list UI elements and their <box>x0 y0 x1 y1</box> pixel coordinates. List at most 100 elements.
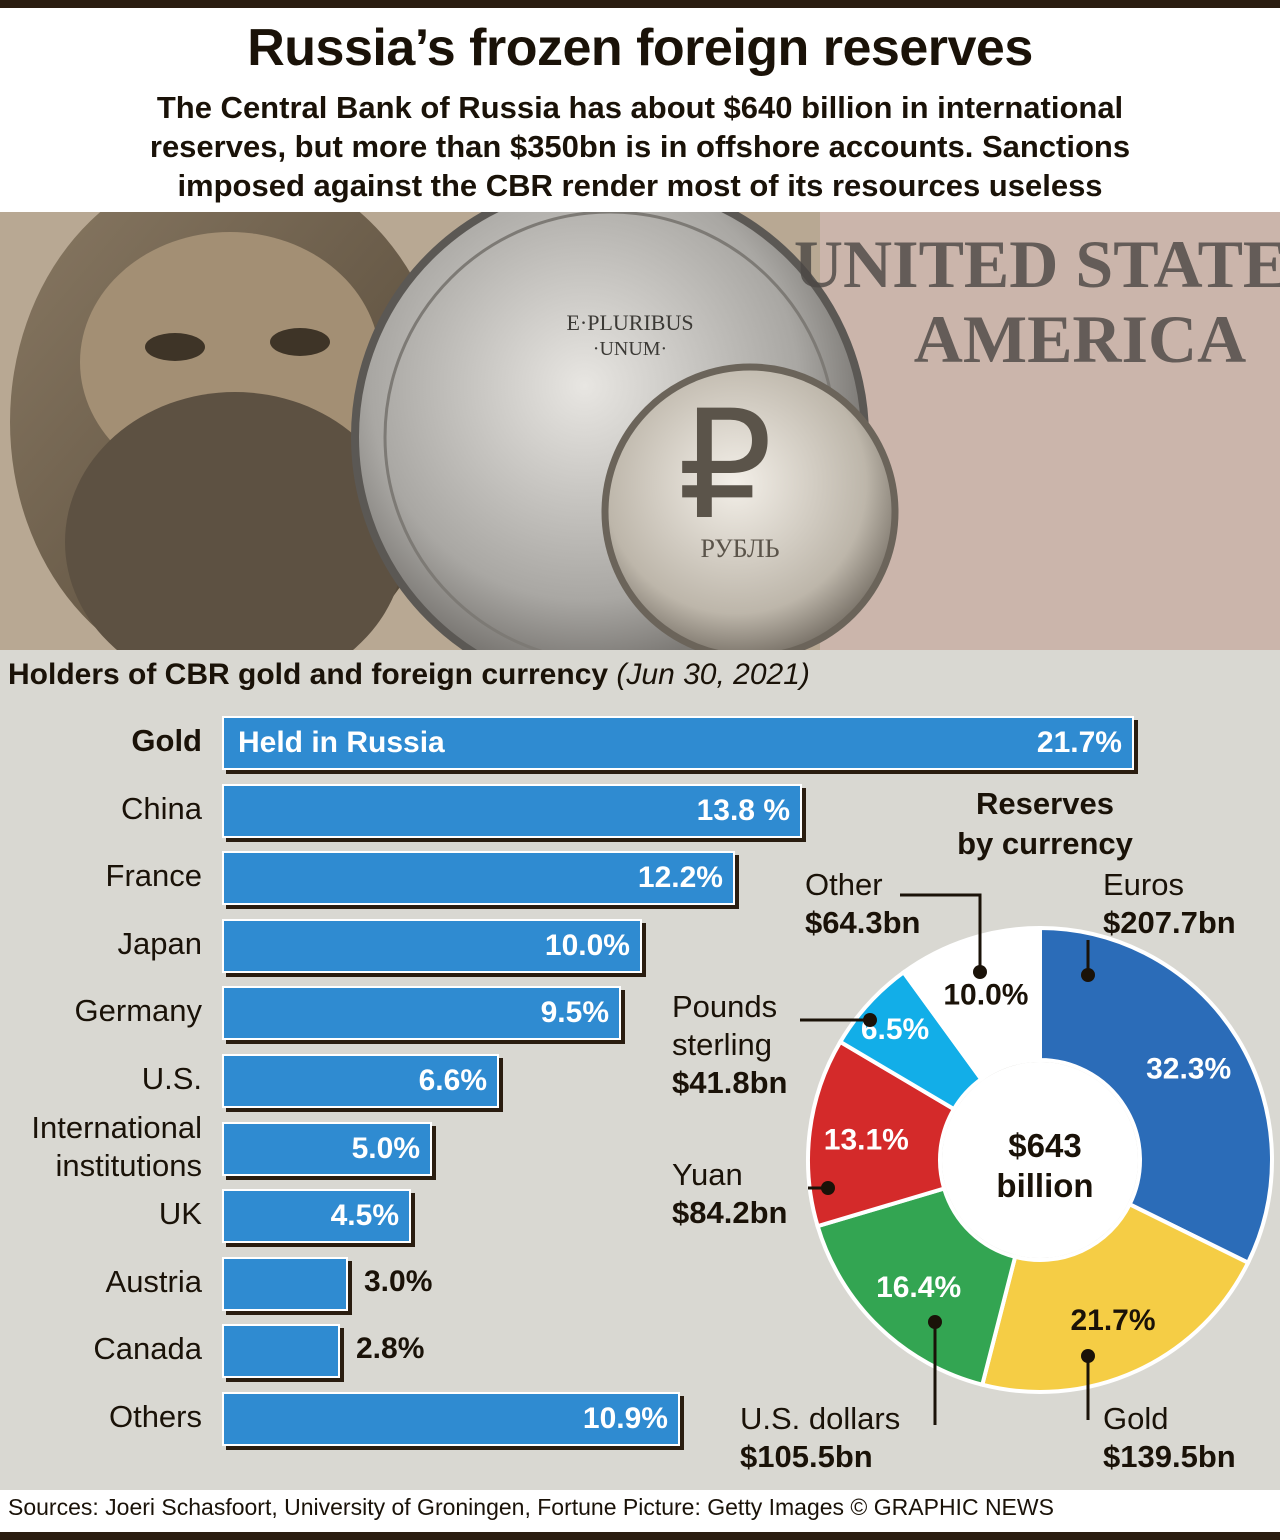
bar-international-institutions: 5.0% <box>222 1122 432 1176</box>
annotation-gold: Gold $139.5bn <box>1103 1400 1236 1476</box>
donut-center-total: $643 billion <box>965 1126 1125 1206</box>
donut-slice-gold <box>979 1201 1251 1394</box>
bar-austria <box>222 1257 348 1311</box>
annotation-gold-label: Gold <box>1103 1401 1169 1436</box>
bar-label-austria: Austria <box>105 1264 202 1299</box>
ruble-sign-icon: ₽ <box>677 384 772 550</box>
banknote-text-2: AMERICA <box>914 301 1246 377</box>
bar-germany: 9.5% <box>222 986 621 1040</box>
donut-pct-other: 10.0% <box>943 979 1028 1012</box>
annotation-pounds: Pounds sterling $41.8bn <box>672 988 787 1102</box>
annotation-euros-amount: $207.7bn <box>1103 905 1236 940</box>
annotation-pounds-label-2: sterling <box>672 1027 772 1062</box>
donut-pct-u-s-dollars: 16.4% <box>876 1271 961 1304</box>
bar-value-germany: 9.5% <box>540 996 609 1029</box>
bar-value-canada: 2.8% <box>356 1332 425 1365</box>
bar-label-u-s: U.S. <box>141 1061 202 1096</box>
leader-dot-usd <box>928 1315 942 1329</box>
annotation-yuan-amount: $84.2bn <box>672 1195 788 1230</box>
bar-label-uk: UK <box>158 1196 202 1231</box>
annotation-euros: Euros $207.7bn <box>1103 866 1236 942</box>
footer-credits: Sources: Joeri Schasfoort, University of… <box>8 1494 1054 1520</box>
bar-others: 10.9% <box>222 1392 680 1446</box>
bar-label-japan: Japan <box>117 926 202 961</box>
subtitle-line-3: imposed against the CBR render most of i… <box>177 168 1103 203</box>
leader-dot-euros <box>1081 968 1095 982</box>
annotation-pounds-amount: $41.8bn <box>672 1065 788 1100</box>
bar-chart-title-text: Holders of CBR gold and foreign currency <box>8 658 609 691</box>
bar-value-uk: 4.5% <box>330 1199 399 1232</box>
portrait-illustration <box>10 212 450 650</box>
banknote-text-1: UNITED STATES <box>794 226 1280 302</box>
currency-photo-illustration: E·PLURIBUS ·UNUM· ₽ РУБЛЬ UNITED STATES … <box>0 212 1280 650</box>
donut-title-line-1: Reserves <box>976 786 1114 821</box>
annotation-other: Other $64.3bn <box>805 866 920 942</box>
footer <box>0 1490 1280 1540</box>
bar-japan: 10.0% <box>222 919 642 973</box>
currency-photo: E·PLURIBUS ·UNUM· ₽ РУБЛЬ UNITED STATES … <box>0 212 1280 650</box>
bar-value-international-institutions: 5.0% <box>351 1132 420 1165</box>
annotation-gold-amount: $139.5bn <box>1103 1439 1236 1474</box>
annotation-other-label: Other <box>805 867 883 902</box>
leader-dot-other <box>973 965 987 979</box>
annotation-euros-label: Euros <box>1103 867 1184 902</box>
leader-dot-yuan <box>821 1181 835 1195</box>
donut-slice-euros <box>1038 925 1274 1266</box>
annotation-usd: U.S. dollars $105.5bn <box>740 1400 900 1476</box>
coin-motto-top: E·PLURIBUS <box>566 310 693 335</box>
bar-chart-title: Holders of CBR gold and foreign currency… <box>8 658 810 692</box>
bar-gold: Held in Russia 21.7% <box>222 716 1134 770</box>
subtitle-line-1: The Central Bank of Russia has about $64… <box>156 90 1124 125</box>
page-subtitle: The Central Bank of Russia has about $64… <box>40 88 1240 205</box>
donut-title-line-2: by currency <box>957 826 1133 861</box>
bar-label-germany: Germany <box>74 993 202 1028</box>
top-rule <box>0 0 1280 8</box>
donut-pct-yuan: 13.1% <box>824 1124 909 1157</box>
bar-label-france: France <box>105 858 202 893</box>
donut-title: Reserves by currency <box>920 784 1170 864</box>
page-title: Russia’s frozen foreign reserves <box>247 19 1033 77</box>
ruble-coin <box>601 363 899 650</box>
bar-value-gold: 21.7% <box>1036 726 1122 759</box>
bar-u-s: 6.6% <box>222 1054 499 1108</box>
banknote-right-area <box>820 212 1280 650</box>
leader-dot-pounds <box>863 1013 877 1027</box>
subtitle-line-2: reserves, but more than $350bn is in off… <box>149 129 1131 164</box>
bar-value-austria: 3.0% <box>364 1265 433 1298</box>
annotation-usd-label: U.S. dollars <box>740 1401 901 1436</box>
bar-china: 13.8 % <box>222 784 802 838</box>
bar-value-others: 10.9% <box>582 1402 668 1435</box>
annotation-pounds-label-1: Pounds <box>672 989 778 1024</box>
bar-chart-date: (Jun 30, 2021) <box>616 658 810 691</box>
annotation-yuan: Yuan $84.2bn <box>672 1156 787 1232</box>
donut-pct-gold: 21.7% <box>1070 1304 1155 1337</box>
bar-label-others: Others <box>108 1399 202 1434</box>
annotation-yuan-label: Yuan <box>672 1157 743 1192</box>
annotation-usd-amount: $105.5bn <box>740 1439 873 1474</box>
ruble-coin-text: РУБЛЬ <box>700 534 779 563</box>
leader-line-other <box>900 893 982 972</box>
donut-hole <box>942 1062 1138 1258</box>
bottom-rule <box>0 1532 1280 1540</box>
leader-dot-gold <box>1081 1349 1095 1363</box>
bar-value-japan: 10.0% <box>544 929 630 962</box>
bar-label-china: China <box>121 791 202 826</box>
bar-france: 12.2% <box>222 851 735 905</box>
bar-value-france: 12.2% <box>637 861 723 894</box>
coin-motto-bottom: ·UNUM· <box>593 338 667 360</box>
bar-label-gold: Gold <box>131 723 202 758</box>
annotation-other-amount: $64.3bn <box>805 905 921 940</box>
bar-value-u-s: 6.6% <box>418 1064 487 1097</box>
donut-slice-other <box>900 925 1042 1082</box>
bar-label-international-institutions: International institutions <box>31 1110 202 1183</box>
bar-label-canada: Canada <box>93 1331 202 1366</box>
donut-pct-euros: 32.3% <box>1146 1053 1231 1086</box>
donut-center-line-2: billion <box>996 1167 1094 1204</box>
bar-canada <box>222 1324 340 1378</box>
bar-value-china: 13.8 % <box>696 794 790 827</box>
donut-center-line-1: $643 <box>1008 1127 1082 1164</box>
bar-uk: 4.5% <box>222 1189 411 1243</box>
bar-gold-held-in-russia-label: Held in Russia <box>238 726 445 759</box>
donut-slice-u-s-dollars <box>815 1186 1018 1388</box>
